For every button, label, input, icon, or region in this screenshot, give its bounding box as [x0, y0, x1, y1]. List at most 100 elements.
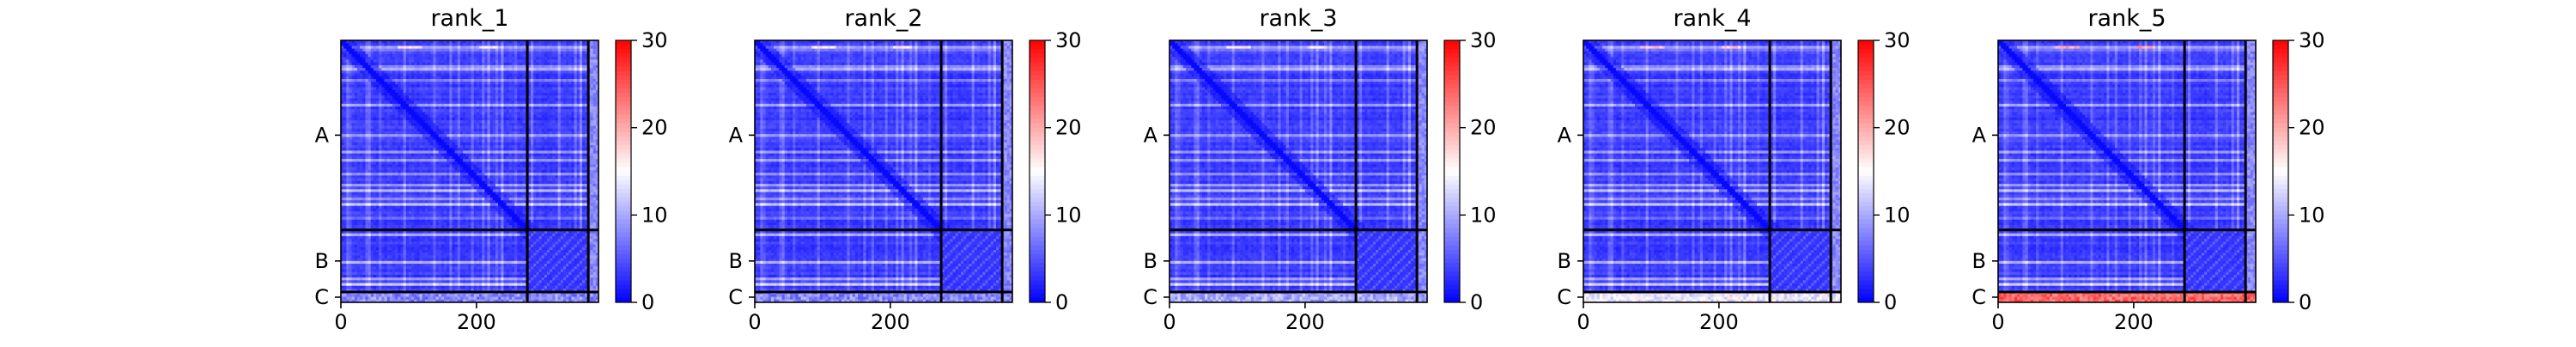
heatmap-cell [420, 104, 423, 107]
heatmap-cell [568, 70, 572, 74]
heatmap-cell [484, 101, 488, 105]
heatmap-cell [568, 93, 572, 96]
heatmap-cell [395, 65, 398, 69]
heatmap-cell [490, 70, 494, 74]
heatmap-cell [433, 63, 436, 66]
heatmap-cell [531, 68, 534, 71]
heatmap-cell [533, 84, 537, 88]
heatmap-cell [488, 63, 491, 66]
heatmap-cell [593, 101, 597, 105]
heatmap-cell [449, 46, 453, 49]
heatmap-cell [509, 63, 513, 66]
heatmap-cell [360, 59, 363, 63]
heatmap-cell [582, 90, 586, 94]
heatmap-cell [495, 63, 499, 66]
heatmap-cell [517, 65, 520, 69]
heatmap-cell [376, 95, 380, 99]
heatmap-cell [544, 70, 548, 74]
heatmap-cell [379, 101, 382, 105]
heatmap-cell [519, 43, 523, 46]
heatmap-cell [352, 90, 355, 94]
heatmap-cell [343, 76, 347, 80]
heatmap-cell [368, 68, 372, 71]
heatmap-cell [503, 84, 507, 88]
heatmap-cell [568, 82, 572, 85]
heatmap-cell [387, 101, 391, 105]
heatmap-cell [368, 76, 372, 80]
heatmap-cell [531, 93, 534, 96]
heatmap-cell [433, 52, 436, 55]
heatmap-cell [474, 88, 477, 91]
heatmap-cell [385, 93, 388, 96]
heatmap-cell [414, 52, 417, 55]
heatmap-cell [379, 49, 382, 52]
heatmap-cell [523, 88, 526, 91]
heatmap-cell [436, 104, 440, 107]
heatmap-cell [463, 82, 466, 85]
heatmap-cell [362, 79, 366, 82]
heatmap-cell [571, 90, 574, 94]
heatmap-cell [539, 93, 543, 96]
heatmap-cell [498, 84, 501, 88]
heatmap-cell [452, 46, 455, 49]
heatmap-cell [479, 82, 483, 85]
heatmap-cell [425, 93, 428, 96]
heatmap-cell [501, 95, 504, 99]
heatmap-cell [482, 88, 485, 91]
heatmap-cell [574, 84, 578, 88]
heatmap-cell [561, 46, 564, 49]
heatmap-cell [355, 46, 358, 49]
heatmap-cell [498, 74, 501, 77]
heatmap-cell [495, 82, 499, 85]
heatmap-cell [349, 46, 352, 49]
heatmap-cell [458, 46, 461, 49]
heatmap-cell [420, 98, 423, 101]
heatmap-cell [571, 98, 574, 101]
heatmap-cell [482, 54, 485, 58]
heatmap-cell [488, 79, 491, 82]
heatmap-cell [422, 101, 426, 105]
heatmap-cell [379, 74, 382, 77]
heatmap-cell [550, 79, 553, 82]
heatmap-cell [593, 93, 597, 96]
heatmap-cell [390, 88, 393, 91]
heatmap-cell [561, 93, 564, 96]
heatmap-cell [400, 70, 404, 74]
heatmap-cell [409, 74, 412, 77]
heatmap-cell [555, 90, 558, 94]
heatmap-cell [414, 65, 417, 69]
heatmap-cell [536, 93, 539, 96]
heatmap-cell [593, 98, 597, 101]
heatmap-cell [355, 49, 358, 52]
heatmap-cell [493, 52, 496, 55]
heatmap-cell [493, 76, 496, 80]
heatmap-cell [468, 57, 471, 60]
heatmap-cell [555, 59, 558, 63]
heatmap-cell [477, 46, 480, 49]
heatmap-cell [531, 52, 534, 55]
heatmap-cell [484, 88, 488, 91]
heatmap-cell [385, 98, 388, 101]
heatmap-cell [414, 54, 417, 58]
heatmap-cell [591, 93, 594, 96]
heatmap-cell [542, 52, 545, 55]
heatmap-cell [509, 74, 513, 77]
heatmap-cell [343, 59, 347, 63]
heatmap-cell [458, 43, 461, 46]
heatmap-cell [411, 65, 415, 69]
heatmap-cell [390, 74, 393, 77]
heatmap-cell [550, 93, 553, 96]
heatmap-cell [463, 52, 466, 55]
heatmap-cell [503, 76, 507, 80]
heatmap-cell [552, 57, 556, 60]
heatmap-cell [416, 54, 420, 58]
heatmap-cell [422, 57, 426, 60]
heatmap-cell [349, 59, 352, 63]
heatmap-cell [471, 54, 475, 58]
heatmap-cell [495, 98, 499, 101]
heatmap-cell [362, 101, 366, 105]
heatmap-cell [430, 46, 434, 49]
heatmap-cell [495, 84, 499, 88]
heatmap-cell [430, 95, 434, 99]
heatmap-cell [479, 49, 483, 52]
